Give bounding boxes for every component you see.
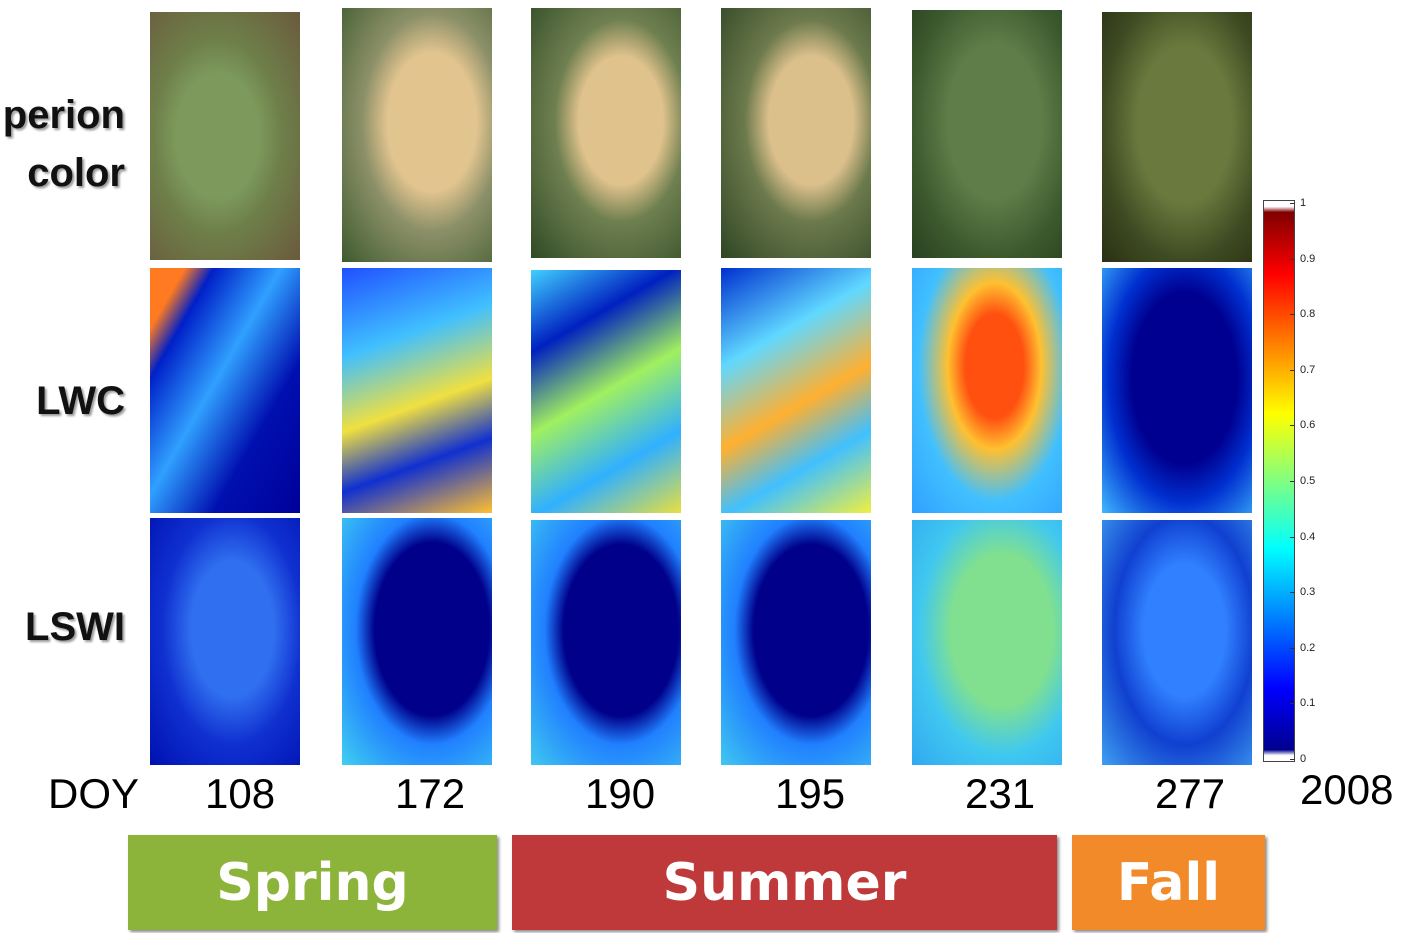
doy-value: 108 [205, 770, 275, 818]
colorbar-tick [1290, 759, 1295, 760]
image-panel [912, 520, 1062, 765]
colorbar-tick-label: 0.1 [1300, 697, 1315, 709]
colorbar-tick-label: 0.8 [1300, 308, 1315, 320]
image-panel [1102, 268, 1252, 513]
colorbar-tick-label: 0.9 [1300, 253, 1315, 265]
colorbar-tick [1290, 259, 1295, 260]
colorbar-tick [1290, 648, 1295, 649]
image-panel [721, 268, 871, 513]
image-panel [150, 12, 300, 260]
colorbar-tick [1290, 592, 1295, 593]
colorbar-tick-label: 0.7 [1300, 364, 1315, 376]
colorbar-tick-label: 0 [1300, 753, 1306, 765]
image-panel [342, 268, 492, 513]
colorbar-tick [1290, 703, 1295, 704]
doy-value: 195 [775, 770, 845, 818]
image-panel [912, 268, 1062, 513]
colorbar-tick-label: 0.5 [1300, 475, 1315, 487]
row-label: LWC [36, 372, 125, 430]
image-panel [150, 518, 300, 765]
year-label: 2008 [1300, 766, 1393, 814]
doy-value: 277 [1155, 770, 1225, 818]
colorbar-tick [1290, 425, 1295, 426]
colorbar-tick [1290, 314, 1295, 315]
image-panel [531, 8, 681, 258]
colorbar-tick [1290, 481, 1295, 482]
image-panel [531, 520, 681, 765]
season-bar: Fall [1072, 835, 1265, 930]
image-panel [342, 8, 492, 262]
image-panel [721, 520, 871, 765]
doy-value: 190 [585, 770, 655, 818]
colorbar-tick-label: 0.2 [1300, 642, 1315, 654]
colorbar-tick-label: 0.3 [1300, 586, 1315, 598]
doy-value: 172 [395, 770, 465, 818]
colorbar-tick [1290, 203, 1295, 204]
figure: perioncolor LWC LSWI DOY 2008 Spring Sum… [0, 0, 1410, 933]
image-panel [342, 518, 492, 765]
colorbar-tick [1290, 370, 1295, 371]
image-panel [912, 10, 1062, 258]
row-label-line: color [3, 144, 125, 202]
image-panel [721, 8, 871, 258]
row-label: LSWI [25, 598, 125, 656]
image-panel [150, 268, 300, 513]
image-panel [1102, 520, 1252, 765]
image-panel [531, 270, 681, 513]
colorbar-tick-label: 0.4 [1300, 531, 1315, 543]
doy-label: DOY [48, 770, 139, 818]
doy-value: 231 [965, 770, 1035, 818]
colorbar-tick [1290, 537, 1295, 538]
image-panel [1102, 12, 1252, 262]
season-bar: Summer [512, 835, 1057, 930]
colorbar-tick-label: 0.6 [1300, 419, 1315, 431]
colorbar-tick-label: 1 [1300, 197, 1306, 209]
row-label-line: perion [3, 86, 125, 144]
season-bar: Spring [128, 835, 497, 930]
